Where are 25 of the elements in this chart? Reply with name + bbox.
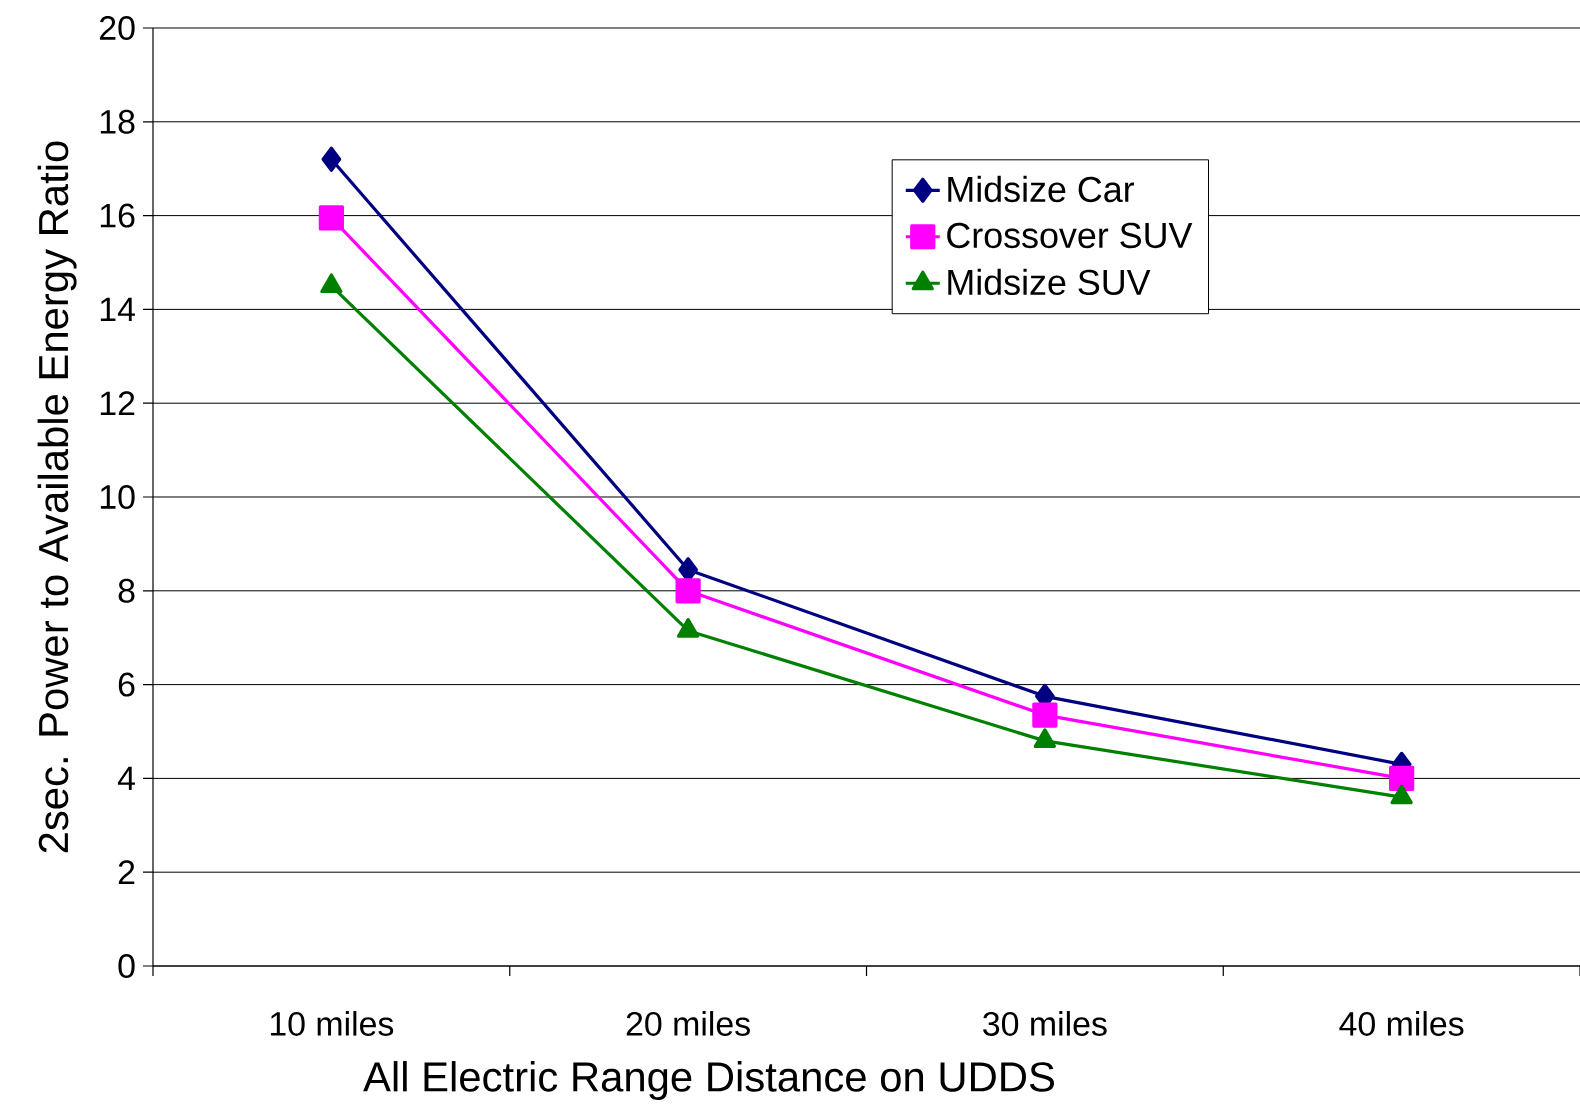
y-axis-title: 2sec. Power to Available Energy Ratio <box>37 141 77 853</box>
y-tick-label: 10 <box>100 485 135 509</box>
legend-label: Midsize SUV <box>948 268 1151 296</box>
x-tick-label: 40 miles <box>1339 1011 1464 1036</box>
y-tick-label: 6 <box>118 672 135 697</box>
point <box>1389 765 1415 791</box>
y-tick-label: 12 <box>100 391 135 416</box>
y-tick-label: 0 <box>118 954 135 978</box>
x-tick-label: 10 miles <box>270 1011 394 1036</box>
x-axis-title: All Electric Range Distance on UDDS <box>363 1061 1054 1101</box>
y-tick-label: 20 <box>100 15 135 40</box>
y-tick-label: 14 <box>100 297 135 322</box>
point <box>1032 702 1058 728</box>
point <box>675 578 701 604</box>
x-tick-label: 30 miles <box>983 1011 1107 1036</box>
point <box>318 205 344 231</box>
y-tick-label: 16 <box>100 203 135 228</box>
y-tick-label: 8 <box>118 578 135 603</box>
y-tick-label: 2 <box>118 860 135 885</box>
point <box>321 146 342 172</box>
legend-label: Crossover SUV <box>947 222 1193 249</box>
legend-label: Midsize Car <box>948 175 1135 203</box>
x-tick-label: 20 miles <box>626 1011 750 1036</box>
y-tick-label: 18 <box>100 109 135 134</box>
y-tick-label: 4 <box>117 766 135 791</box>
